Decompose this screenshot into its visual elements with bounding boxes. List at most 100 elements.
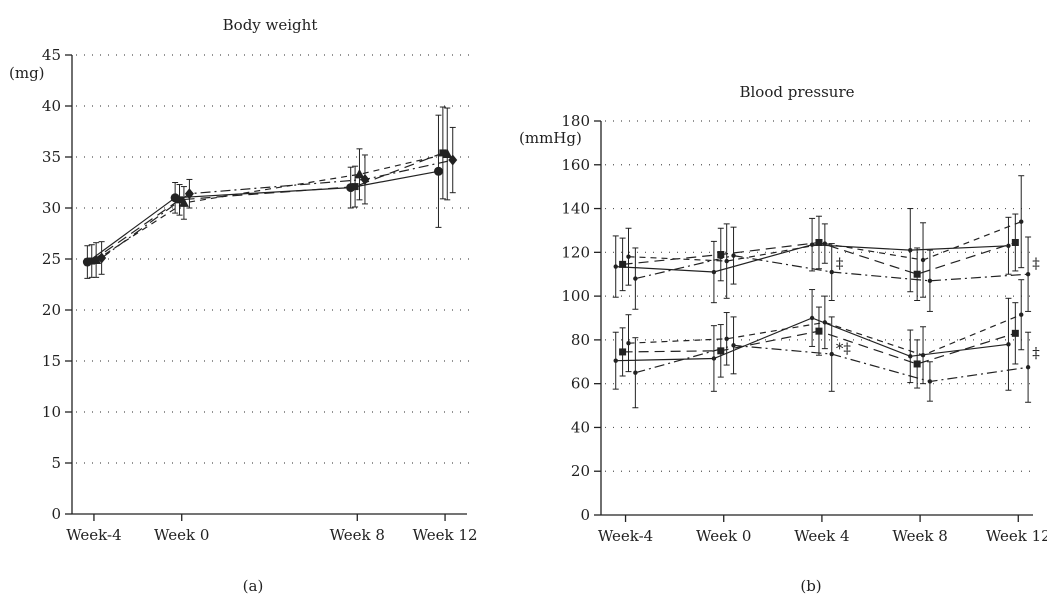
data-point: [626, 340, 631, 346]
series-4: [97, 126, 458, 275]
data-point: [633, 276, 638, 281]
data-point: [908, 354, 913, 359]
y-tick-label: 5: [51, 454, 61, 472]
significance-marker: ‡: [1032, 344, 1040, 362]
data-point: [913, 270, 921, 278]
data-point: [809, 315, 815, 321]
data-point: [908, 247, 913, 253]
panel-label: (a): [243, 577, 264, 595]
x-tick-label: Week 0: [696, 527, 751, 545]
chart-title: Body weight: [223, 16, 318, 34]
data-point: [439, 149, 447, 157]
data-point: [717, 251, 725, 259]
data-point: [717, 347, 725, 355]
data-point: [178, 197, 189, 207]
data-point: [822, 320, 828, 325]
data-point: [88, 257, 96, 265]
y-axis-unit-label: (mg): [9, 64, 45, 82]
data-point: [448, 154, 458, 166]
data-point: [815, 238, 823, 246]
series-6: [619, 302, 1019, 389]
chart-title: Blood pressure: [739, 83, 854, 101]
series-1: [82, 114, 443, 279]
significance-marker: ‡: [836, 254, 844, 272]
series-line: [91, 152, 444, 262]
y-tick-label: 100: [561, 287, 590, 305]
panel-b-blood-pressure-chart: Blood pressure (mmHg) (b) 0 20 40 60 80 100 120 14…: [519, 83, 1047, 595]
data-point: [1006, 342, 1011, 347]
x-tick-label: Week 12: [413, 526, 478, 544]
series-7: [625, 279, 1025, 385]
y-tick-label: 35: [42, 148, 61, 166]
y-tick-label: 45: [42, 46, 61, 64]
panel-label: (b): [800, 577, 821, 595]
y-axis-unit-label: (mmHg): [519, 129, 582, 147]
y-tick-label: 40: [571, 418, 590, 436]
y-tick-label: 40: [42, 97, 61, 115]
y-tick-label: 20: [571, 462, 590, 480]
y-tick-label: 10: [42, 403, 61, 421]
data-point: [360, 173, 370, 185]
data-point: [619, 348, 627, 356]
data-point: [619, 260, 627, 268]
data-point: [91, 254, 102, 265]
data-point: [433, 166, 443, 176]
series-3: [625, 175, 1025, 299]
series-line: [87, 170, 439, 263]
series-8: [632, 316, 1032, 409]
y-tick-label: 20: [42, 301, 61, 319]
series-3: [91, 107, 453, 278]
y-tick-label: 25: [42, 250, 61, 268]
data-point: [927, 379, 933, 384]
x-tick-label: Week 0: [154, 526, 209, 544]
data-point: [829, 269, 834, 275]
data-point: [731, 253, 736, 258]
series-5: [612, 289, 1012, 392]
data-point: [1006, 243, 1011, 248]
data-point: [626, 254, 631, 259]
data-point: [1019, 312, 1024, 317]
data-point: [613, 358, 618, 363]
y-tick-label: 160: [561, 156, 590, 174]
series-1: [612, 208, 1012, 304]
data-point: [920, 353, 926, 358]
data-point: [1011, 329, 1019, 337]
y-tick-label: 60: [571, 375, 590, 393]
series-2: [619, 213, 1019, 301]
x-tick-label: Week 8: [330, 526, 385, 544]
data-point: [97, 252, 107, 264]
panel-a-body-weight-chart: Body weight (mg) (a) 0 5 10 15 20 25 30 35 40 45 Week…: [9, 16, 478, 595]
data-point: [1025, 272, 1031, 277]
y-tick-label: 80: [571, 331, 590, 349]
data-point: [711, 269, 717, 275]
data-point: [711, 356, 717, 361]
significance-marker: ‡: [1032, 254, 1040, 272]
data-point: [920, 257, 926, 263]
data-point: [822, 241, 828, 246]
data-point: [829, 351, 834, 357]
data-point: [724, 258, 729, 264]
x-tick-label: Week 4: [794, 527, 849, 545]
data-point: [731, 343, 736, 348]
series-2: [88, 106, 447, 278]
data-point: [724, 336, 729, 341]
data-point: [809, 242, 815, 247]
data-point: [927, 278, 933, 283]
y-tick-label: 180: [561, 112, 590, 130]
y-tick-label: 15: [42, 352, 61, 370]
data-point: [351, 183, 359, 191]
series-line: [101, 159, 453, 259]
x-tick-label: Week 8: [892, 527, 947, 545]
series-4: [632, 226, 1032, 312]
significance-marker: *‡: [836, 340, 852, 358]
y-tick-label: 0: [51, 505, 61, 523]
data-point: [613, 264, 618, 269]
y-tick-label: 140: [561, 200, 590, 218]
y-tick-label: 120: [561, 243, 590, 261]
data-point: [1011, 238, 1019, 246]
data-point: [184, 188, 194, 200]
data-point: [815, 327, 823, 335]
series-line: [95, 153, 448, 261]
y-tick-label: 30: [42, 199, 61, 217]
